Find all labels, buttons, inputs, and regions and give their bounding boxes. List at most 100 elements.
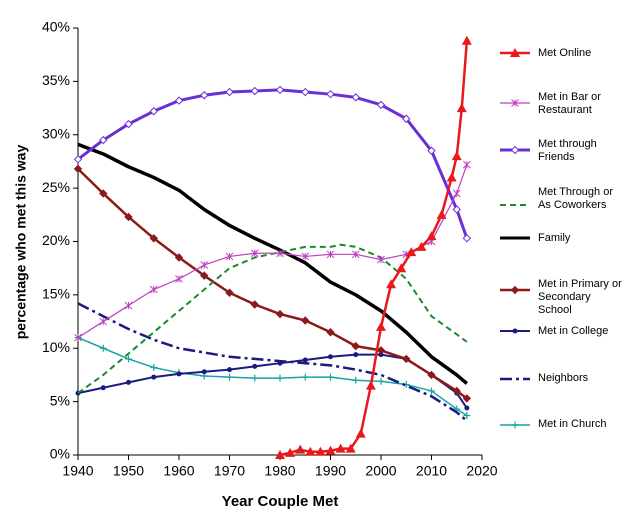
legend-label: Met in College [538,325,609,337]
marker [386,279,397,289]
marker [226,373,233,381]
marker [377,255,385,264]
series-line [77,353,468,409]
y-tick-label: 30% [42,125,70,141]
legend-label: Met in Church [538,418,607,430]
marker [326,250,335,259]
marker [402,114,411,123]
marker [275,309,285,319]
marker [73,164,83,174]
marker [250,249,259,258]
marker [227,367,232,373]
marker [377,377,385,385]
series-line [77,336,468,417]
marker [427,370,436,380]
marker [428,387,435,395]
y-tick-label: 40% [42,19,70,35]
y-tick-label: 35% [42,72,70,88]
marker [406,247,417,257]
marker [326,89,335,99]
x-tick-label: 1980 [264,463,295,479]
marker [462,234,472,243]
marker [200,91,209,100]
marker [461,35,472,45]
marker [335,443,346,453]
marker [376,346,386,355]
legend-label: Met through Friends [538,138,597,163]
x-axis-title: Year Couple Met [222,493,339,510]
y-tick-label: 10% [42,339,70,355]
marker [426,231,437,241]
marker [462,394,472,403]
marker [285,447,296,457]
marker [225,87,234,97]
marker [151,374,157,380]
marker [149,107,158,116]
marker [305,446,316,456]
marker [452,189,461,198]
marker [225,288,234,297]
legend-label: Met in Bar or Restaurant [538,91,601,116]
marker [125,355,132,363]
marker [99,135,108,145]
x-tick-label: 2000 [365,463,396,479]
marker [201,369,207,375]
marker [250,300,259,309]
marker [301,87,310,97]
marker [301,252,310,261]
marker [276,374,284,382]
legend-marker [512,328,518,334]
marker [251,374,259,382]
marker [126,379,131,385]
marker [174,253,184,262]
marker [225,252,234,261]
marker [327,373,334,381]
marker [416,241,427,251]
legend-label: Met in Primary or Secondary School [538,278,622,316]
marker [464,405,470,411]
marker [351,250,360,259]
y-tick-label: 0% [50,446,70,462]
y-tick-label: 15% [42,286,70,302]
marker [150,363,158,371]
marker [124,301,133,310]
x-tick-label: 1970 [214,463,245,479]
marker [99,344,107,352]
legend-marker [511,421,519,429]
marker [462,160,471,169]
marker [352,376,360,384]
y-tick-label: 25% [42,179,70,195]
marker [396,263,407,273]
y-tick-label: 5% [50,392,70,408]
marker [328,354,333,360]
x-tick-label: 1990 [315,463,346,479]
marker [174,96,184,105]
legend-label: Neighbors [538,372,589,384]
marker [463,412,471,420]
x-tick-label: 1960 [163,463,194,479]
marker [378,352,384,358]
marker [351,341,360,351]
legend-label: Met Online [538,47,592,59]
marker [351,93,360,102]
legend-label: Family [538,232,571,244]
y-tick-label: 20% [42,232,70,248]
marker [276,249,284,258]
marker [345,443,356,453]
marker [99,189,108,198]
legend-marker [510,48,520,57]
marker [451,151,462,161]
marker [200,261,209,269]
marker [325,445,336,455]
marker [99,317,108,326]
marker [149,234,158,243]
marker [365,380,376,390]
marker [353,352,359,358]
marker [73,155,83,164]
series-line [77,243,468,394]
marker [376,100,386,110]
marker [436,209,447,219]
marker [200,271,209,280]
